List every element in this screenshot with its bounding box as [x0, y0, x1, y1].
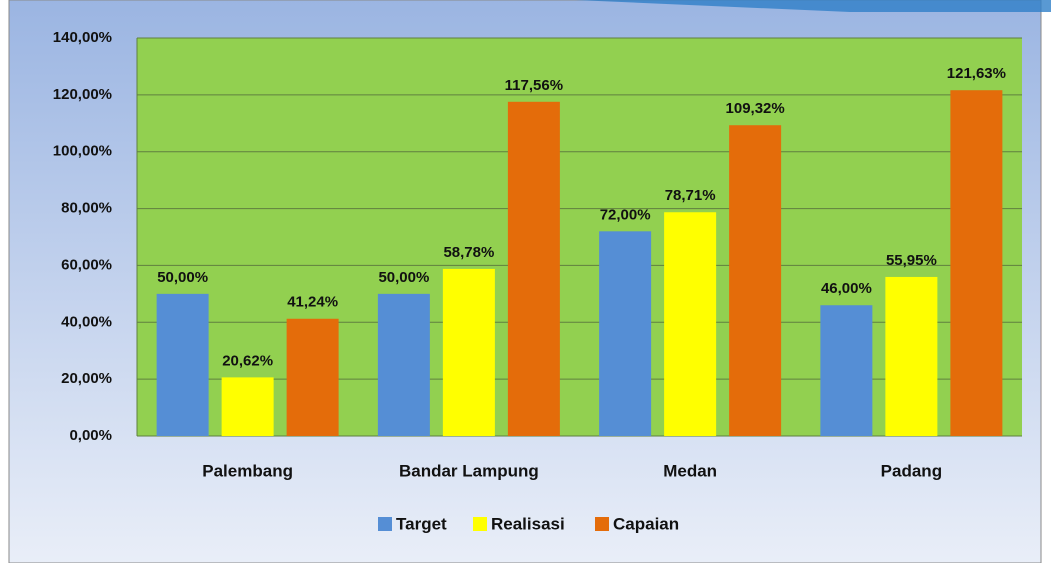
data-label: 121,63% — [947, 65, 1006, 82]
bar — [729, 125, 782, 436]
legend-swatch — [378, 517, 392, 531]
bar — [950, 90, 1003, 436]
legend-label: Capaian — [613, 514, 679, 533]
bar — [156, 293, 209, 436]
y-tick-label: 40,00% — [61, 313, 112, 330]
plot-area — [137, 38, 1022, 436]
y-tick-label: 0,00% — [69, 427, 112, 444]
data-label: 50,00% — [378, 269, 429, 286]
data-label: 20,62% — [222, 352, 273, 369]
y-tick-label: 120,00% — [53, 86, 112, 103]
bar — [885, 276, 938, 436]
data-label: 117,56% — [505, 77, 563, 94]
legend-label: Realisasi — [491, 514, 565, 533]
bar — [507, 101, 560, 437]
data-label: 72,00% — [600, 206, 651, 223]
y-tick-label: 100,00% — [53, 143, 112, 160]
y-tick-label: 80,00% — [61, 200, 112, 217]
y-tick-label: 140,00% — [53, 29, 112, 46]
legend-swatch — [473, 517, 487, 531]
bar — [286, 318, 339, 436]
bar — [599, 231, 652, 436]
bar — [664, 212, 717, 436]
data-label: 46,00% — [821, 280, 872, 297]
legend-swatch — [595, 517, 609, 531]
decoration — [575, 0, 1051, 12]
x-tick-label: Bandar Lampung — [399, 461, 539, 480]
y-tick-label: 20,00% — [61, 370, 112, 387]
data-label: 50,00% — [157, 269, 208, 286]
data-label: 109,32% — [726, 100, 785, 117]
data-label: 78,71% — [665, 187, 716, 204]
bar — [820, 305, 873, 436]
legend-label: Target — [396, 514, 447, 533]
y-tick-label: 60,00% — [61, 256, 112, 273]
data-label: 58,78% — [443, 244, 494, 261]
x-tick-label: Medan — [663, 461, 717, 480]
x-tick-label: Padang — [881, 461, 942, 480]
x-tick-label: Palembang — [202, 461, 293, 480]
bar — [221, 377, 274, 436]
data-label: 41,24% — [287, 294, 338, 311]
bar — [377, 293, 430, 436]
data-label: 55,95% — [886, 252, 937, 269]
bar — [442, 268, 495, 436]
